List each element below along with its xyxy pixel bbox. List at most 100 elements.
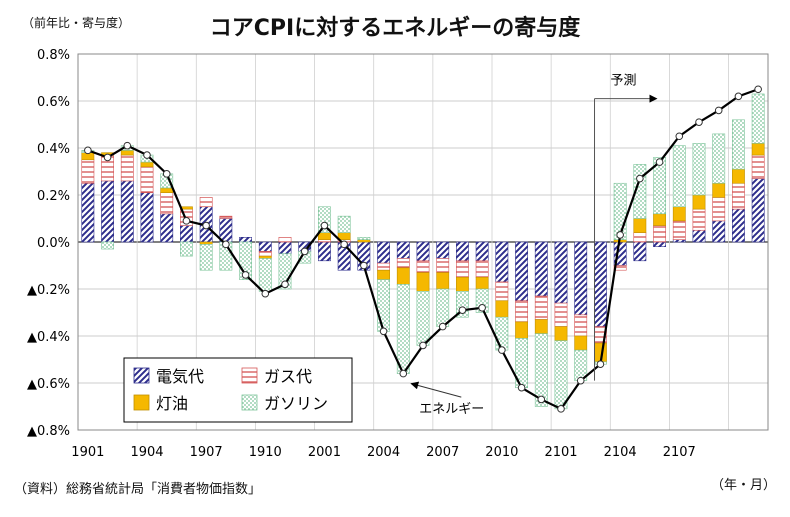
energy-point <box>360 261 368 270</box>
bar-gas <box>515 300 528 323</box>
bar-kerosene <box>633 218 647 233</box>
bar-electricity <box>554 241 568 304</box>
energy-point <box>537 395 546 404</box>
bar-gas <box>732 182 745 210</box>
bar-gasoline <box>436 288 450 327</box>
legend-label-gasoline: ガソリン <box>264 394 328 413</box>
bar-kerosene <box>199 241 213 245</box>
bar-gas <box>672 220 686 240</box>
energy-point <box>123 141 132 150</box>
bar-electricity <box>278 241 292 255</box>
bar-gasoline <box>672 145 686 208</box>
energy-point <box>616 231 624 239</box>
bar-gas <box>318 239 331 243</box>
bar-kerosene <box>751 143 765 156</box>
bar-kerosene <box>495 300 509 318</box>
energy-point <box>162 170 171 178</box>
bar-gas <box>416 260 430 273</box>
bar-gas <box>692 208 706 231</box>
bar-gas <box>475 260 489 278</box>
bar-gasoline <box>751 93 765 144</box>
y-tick-label: ▲0.6% <box>27 377 70 392</box>
source-note: （資料）総務省統計局「消費者物価指数」 <box>14 482 262 497</box>
bar-gasoline <box>653 157 666 215</box>
y-tick-label: 0.6% <box>37 95 70 110</box>
bar-electricity <box>258 241 272 252</box>
energy-point <box>734 92 743 101</box>
legend-swatch-gasoline <box>241 394 258 411</box>
y-tick-label: ▲0.8% <box>27 424 70 439</box>
bar-gasoline <box>732 119 745 170</box>
bar-electricity <box>712 220 726 243</box>
y-tick-label: 0.4% <box>37 142 70 157</box>
bar-gas <box>456 260 469 278</box>
bar-kerosene <box>318 232 331 240</box>
energy-point <box>458 306 467 314</box>
energy-point <box>419 341 427 350</box>
x-tick-label: 2010 <box>485 445 518 460</box>
bar-kerosene <box>475 276 489 290</box>
plot-frame <box>77 53 769 431</box>
bar-gas <box>140 166 154 193</box>
bar-gas <box>534 295 548 320</box>
x-tick-label: 2007 <box>426 445 459 460</box>
bar-kerosene <box>653 213 666 226</box>
chart-title: コアCPIに対するエネルギーの寄与度 <box>209 16 581 41</box>
bar-gas <box>554 302 568 327</box>
y-tick-label: 0.8% <box>37 48 70 63</box>
y-axis-unit-label: （前年比・寄与度） <box>22 16 131 30</box>
bar-gasoline <box>495 316 509 351</box>
bar-gasoline <box>712 133 726 184</box>
x-tick-label: 1901 <box>71 445 104 460</box>
legend-label-electricity: 電気代 <box>156 367 204 386</box>
forecast-label: 予測 <box>611 74 637 89</box>
bar-gasoline <box>101 241 114 250</box>
legend-box <box>123 357 353 423</box>
x-tick-label: 2104 <box>604 445 637 460</box>
bar-electricity <box>160 213 174 243</box>
bar-kerosene <box>712 182 726 198</box>
bar-gas <box>278 237 292 243</box>
bar-electricity <box>475 241 489 262</box>
bar-electricity <box>574 241 588 316</box>
bar-kerosene <box>456 276 469 292</box>
legend-swatch-kerosene <box>133 394 150 411</box>
energy-point <box>675 132 684 141</box>
bar-gas <box>377 262 390 271</box>
bar-gas <box>751 154 765 179</box>
energy-point <box>478 304 486 312</box>
bar-kerosene <box>515 321 528 339</box>
bar-gas <box>160 192 174 215</box>
energy-point <box>261 289 270 298</box>
bar-kerosene <box>337 232 351 240</box>
bar-gas <box>574 314 588 337</box>
x-tick-label: 2101 <box>544 445 577 460</box>
bar-electricity <box>120 180 134 243</box>
energy-point <box>596 360 605 369</box>
bar-electricity <box>318 241 331 262</box>
bar-gasoline <box>337 215 351 233</box>
bar-kerosene <box>732 168 745 184</box>
bar-kerosene <box>377 269 390 280</box>
bar-electricity <box>396 241 410 259</box>
bar-kerosene <box>258 255 272 259</box>
bar-electricity <box>81 182 95 243</box>
energy-callout-arrow <box>410 381 462 398</box>
bar-electricity <box>377 241 390 264</box>
bar-gas <box>653 225 666 243</box>
bar-gasoline <box>180 241 193 257</box>
bar-kerosene <box>160 187 174 193</box>
bar-gasoline <box>357 237 371 240</box>
energy-point <box>438 322 447 331</box>
energy-point <box>695 118 703 126</box>
bar-electricity <box>692 229 706 243</box>
bar-gas <box>81 159 95 184</box>
bar-electricity <box>515 241 528 302</box>
energy-point <box>399 369 408 378</box>
bar-gasoline <box>199 244 213 271</box>
bar-electricity <box>534 241 548 297</box>
energy-point <box>754 85 762 94</box>
bar-gasoline <box>692 143 706 196</box>
bar-electricity <box>101 180 114 243</box>
